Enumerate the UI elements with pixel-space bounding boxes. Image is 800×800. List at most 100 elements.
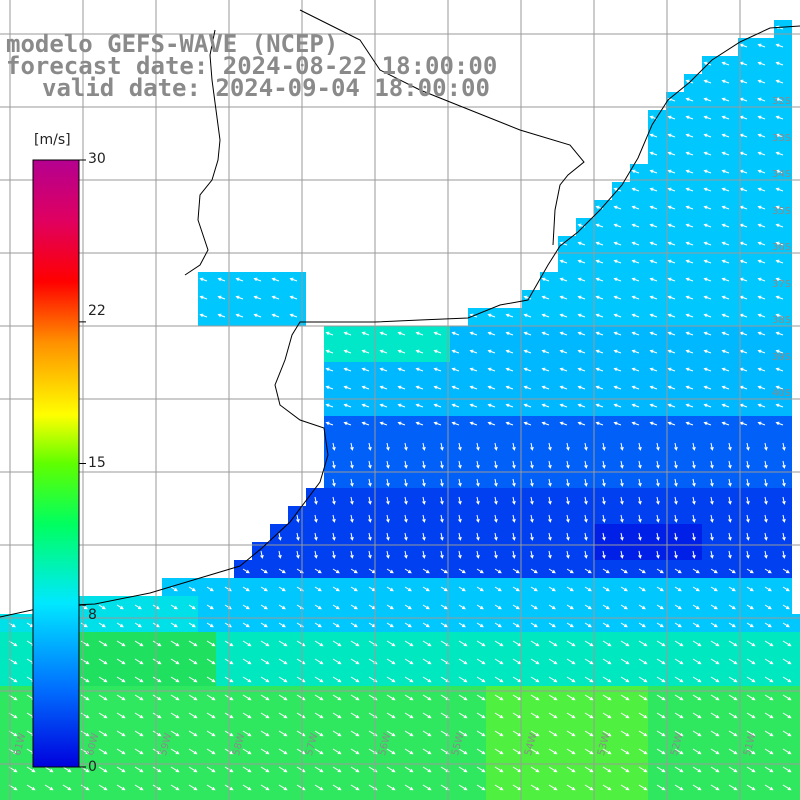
direction-arrow (602, 478, 606, 487)
direction-arrow (721, 331, 730, 336)
direction-arrow (775, 367, 784, 372)
direction-arrow (440, 478, 444, 487)
wave-cell (792, 704, 800, 722)
direction-arrow (757, 277, 766, 282)
latitude-label: 32S (772, 96, 792, 107)
direction-arrow (620, 658, 630, 665)
direction-arrow (458, 676, 468, 683)
direction-arrow (566, 622, 574, 628)
direction-arrow (332, 604, 340, 610)
direction-arrow (548, 442, 552, 451)
direction-arrow (451, 331, 460, 336)
direction-arrow (674, 622, 682, 628)
direction-arrow (602, 694, 612, 701)
direction-arrow (577, 349, 586, 354)
direction-arrow (559, 421, 568, 426)
latitude-label: 35S (772, 205, 792, 217)
direction-arrow (368, 460, 372, 469)
direction-arrow (710, 586, 718, 592)
direction-arrow (332, 496, 336, 505)
direction-arrow (314, 622, 322, 628)
direction-arrow (422, 748, 432, 755)
wave-cell (324, 794, 342, 800)
colorbar-tick-label: 8 (88, 607, 97, 623)
direction-arrow (541, 331, 550, 336)
direction-arrow (674, 694, 684, 701)
direction-arrow (548, 478, 552, 487)
direction-arrow (620, 712, 630, 719)
direction-arrow (721, 259, 730, 264)
direction-arrow (584, 784, 594, 791)
direction-arrow (80, 622, 88, 628)
direction-arrow (577, 295, 586, 300)
direction-arrow (638, 658, 648, 665)
direction-arrow (289, 313, 298, 318)
direction-arrow (404, 694, 414, 701)
direction-arrow (764, 676, 774, 683)
direction-arrow (764, 658, 774, 665)
direction-arrow (757, 421, 766, 426)
direction-arrow (278, 586, 286, 592)
direction-arrow (206, 604, 214, 610)
direction-arrow (469, 331, 478, 336)
direction-arrow (512, 532, 516, 541)
direction-arrow (703, 97, 712, 102)
wave-cell (72, 794, 90, 800)
direction-arrow (361, 421, 370, 426)
direction-arrow (757, 403, 766, 408)
direction-arrow (667, 151, 676, 156)
direction-arrow (523, 349, 532, 354)
direction-arrow (404, 478, 408, 487)
direction-arrow (386, 640, 396, 647)
direction-arrow (638, 748, 648, 755)
direction-arrow (422, 640, 432, 647)
direction-arrow (775, 97, 784, 102)
direction-arrow (530, 784, 540, 791)
direction-arrow (649, 403, 658, 408)
direction-arrow (206, 730, 216, 737)
direction-arrow (332, 712, 342, 719)
direction-arrow (584, 532, 588, 541)
direction-arrow (775, 133, 784, 138)
direction-arrow (782, 748, 792, 755)
direction-arrow (332, 640, 342, 647)
direction-arrow (296, 658, 306, 665)
direction-arrow (692, 694, 702, 701)
direction-arrow (458, 640, 468, 647)
wave-cell (792, 776, 800, 794)
direction-arrow (332, 568, 340, 574)
direction-arrow (566, 442, 570, 451)
direction-arrow (595, 349, 604, 354)
wave-cell (576, 794, 594, 800)
direction-arrow (260, 568, 268, 574)
direction-arrow (386, 694, 396, 701)
direction-arrow (656, 748, 666, 755)
direction-arrow (332, 442, 336, 451)
direction-arrow (116, 748, 126, 755)
direction-arrow (451, 385, 460, 390)
direction-arrow (386, 496, 390, 505)
direction-arrow (746, 442, 750, 451)
direction-arrow (422, 622, 430, 628)
direction-arrow (656, 640, 666, 647)
direction-arrow (314, 550, 318, 559)
direction-arrow (728, 676, 738, 683)
direction-arrow (631, 403, 640, 408)
direction-arrow (260, 784, 270, 791)
direction-arrow (703, 169, 712, 174)
direction-arrow (415, 421, 424, 426)
direction-arrow (476, 604, 484, 610)
direction-arrow (530, 550, 534, 559)
direction-arrow (710, 478, 714, 487)
direction-arrow (188, 784, 198, 791)
direction-arrow (170, 712, 180, 719)
direction-arrow (494, 514, 498, 523)
direction-arrow (638, 784, 648, 791)
direction-arrow (361, 331, 370, 336)
wave-cell (792, 794, 800, 800)
direction-arrow (458, 658, 468, 665)
direction-arrow (494, 586, 502, 592)
direction-arrow (386, 766, 396, 773)
direction-arrow (98, 784, 108, 791)
direction-arrow (530, 568, 538, 574)
